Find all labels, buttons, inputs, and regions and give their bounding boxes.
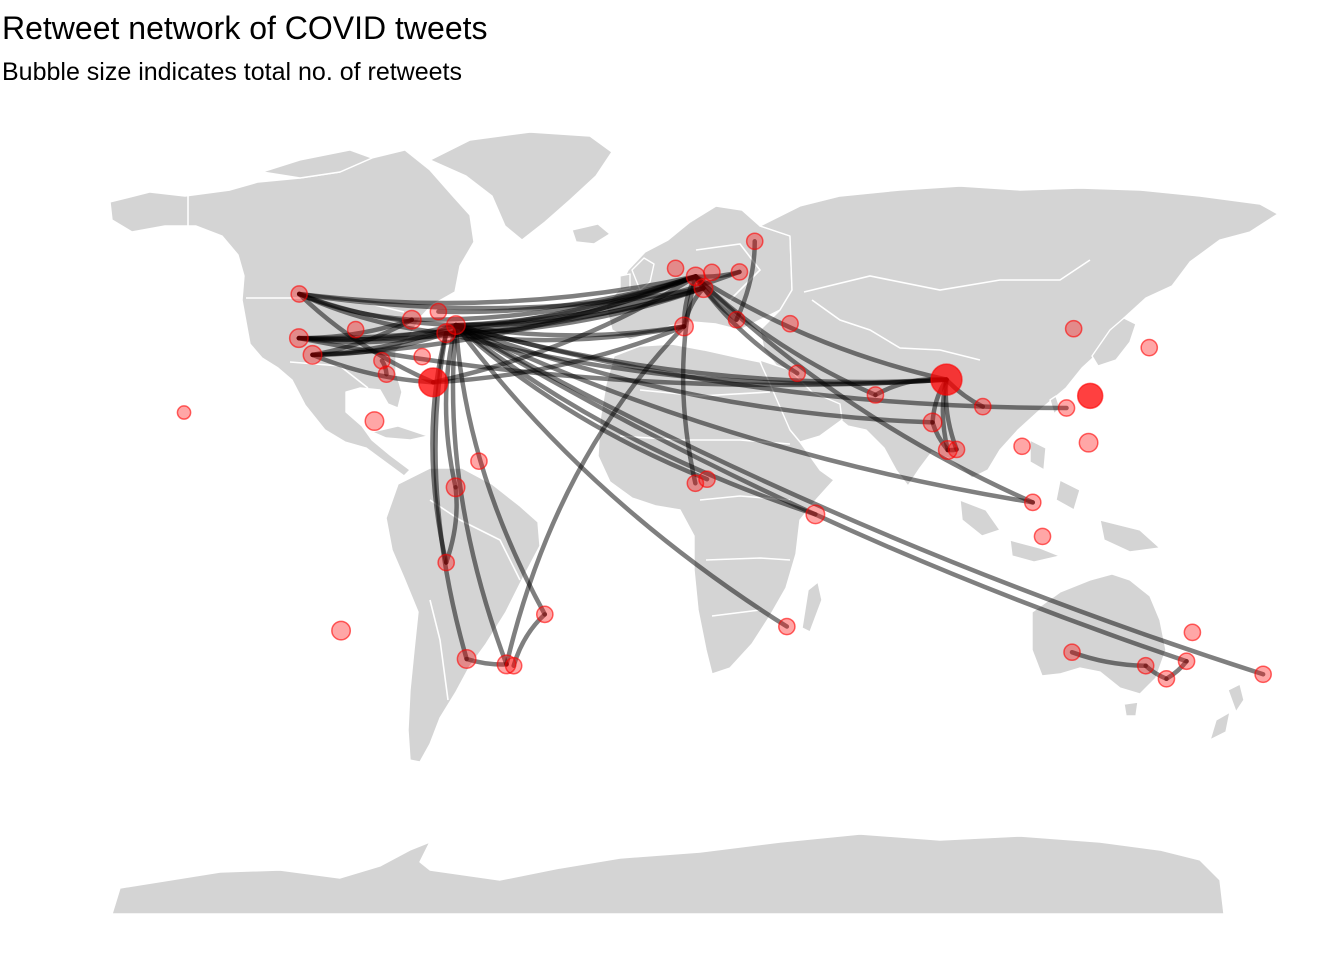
bubble-delhi — [930, 363, 963, 396]
bubble-losangeles — [302, 344, 323, 365]
bubble-taipei — [1076, 382, 1104, 410]
bubble-tokyo — [1140, 338, 1159, 357]
retweet-edge-newyork-saopaulo — [453, 322, 548, 617]
bubble-chicago — [401, 309, 422, 330]
bubble-johannesburg — [778, 617, 796, 636]
map-title: Retweet network of COVID tweets — [2, 10, 488, 46]
retweet-edge-paris-cairo — [701, 285, 800, 376]
bubble-bogota — [445, 477, 466, 498]
new-zealand — [1209, 683, 1245, 741]
retweet-edge-paris-madrid — [681, 285, 706, 329]
bubble-bangkok — [1013, 437, 1031, 456]
bubble-hawaii — [176, 405, 192, 420]
bubble-dallas — [373, 351, 391, 370]
retweet-bubbles — [176, 232, 1272, 688]
greenland — [429, 131, 613, 241]
southeast-asia-islands — [959, 439, 1161, 563]
retweet-edge-florida-london — [430, 274, 698, 385]
arctic-islands — [261, 149, 373, 179]
bubble-washington — [436, 323, 457, 344]
land-masses — [109, 131, 1279, 915]
bubble-toronto — [429, 302, 448, 321]
north-america — [109, 149, 475, 477]
bubble-saopaulo — [535, 605, 554, 624]
bubble-pacific — [331, 620, 352, 641]
retweet-edge-seattle-chicago — [296, 291, 415, 322]
map-subtitle: Bubble size indicates total no. of retwe… — [2, 58, 462, 86]
bubble-sydney — [1177, 652, 1196, 671]
retweet-edge-losangeles-chicago — [310, 317, 415, 358]
bubble-beijing — [1064, 319, 1083, 338]
bubble-dublin — [666, 259, 685, 278]
bubble-amsterdam — [703, 263, 721, 282]
bubble-caracas — [470, 452, 488, 471]
bubble-mumbai — [922, 412, 943, 433]
retweet-edge-santiago-buenosaires — [464, 656, 509, 667]
bubble-montevideo — [504, 656, 523, 675]
bubble-florida — [418, 367, 449, 398]
cuba — [371, 425, 429, 441]
bubble-perth — [1063, 643, 1081, 662]
retweet-edge-perth-adelaide — [1069, 649, 1148, 668]
retweet-edge-florida-madrid — [430, 324, 687, 385]
bubble-atlanta — [413, 347, 432, 366]
bubble-brisbane — [1183, 623, 1202, 642]
bubble-melbourne — [1157, 669, 1176, 688]
bubble-singapore — [1023, 493, 1042, 512]
bubble-rome — [727, 310, 746, 329]
retweet-edge-madrid-buenosaires — [504, 324, 687, 667]
bubble-seattle — [290, 285, 309, 303]
retweet-edge-newyork-auckland — [453, 322, 1266, 677]
retweet-edge-melbourne-sydney — [1164, 658, 1189, 682]
bubble-berlin — [730, 263, 749, 281]
bubble-stockholm — [745, 232, 764, 251]
bubble-auckland — [1254, 665, 1272, 684]
antarctica — [111, 833, 1225, 915]
bubble-paris — [693, 278, 714, 299]
retweet-edge-london-accra — [680, 274, 698, 486]
bubble-kolkata — [973, 397, 992, 416]
retweet-edge-chicago-london — [409, 274, 698, 323]
iceland — [571, 223, 611, 245]
retweet-edge-london-delhi — [693, 274, 949, 382]
retweet-edge-newyork-lagos — [453, 322, 710, 482]
bubble-adelaide — [1136, 656, 1155, 675]
madagascar — [801, 581, 823, 633]
retweet-edge-seattle-paris — [296, 285, 706, 311]
bubble-hongkong — [1057, 399, 1076, 417]
bubble-madrid — [674, 316, 694, 337]
japan — [1091, 317, 1137, 367]
retweet-edges — [296, 239, 1266, 682]
retweet-edge-newyork-buenosaires — [450, 322, 509, 667]
bubble-houston — [377, 365, 396, 384]
retweet-edge-london-singapore — [693, 274, 1036, 505]
retweet-edge-washington-delhi — [443, 330, 949, 386]
retweet-edge-newyork-mumbai — [453, 322, 935, 425]
retweet-edge-newyork-bogota — [443, 322, 459, 490]
retweet-edge-newyork-nairobi — [453, 322, 818, 517]
bubble-denver — [346, 320, 365, 339]
bubble-chennai — [947, 440, 966, 459]
bubble-cairo — [788, 364, 807, 383]
retweet-edge-newyork-johannesburg — [453, 322, 790, 629]
bubble-jakarta — [1033, 527, 1052, 546]
bubble-manila — [1078, 432, 1099, 453]
bubble-sanfrancisco — [288, 328, 309, 349]
bubble-lima — [437, 553, 456, 572]
retweet-edge-newyork-singapore — [453, 322, 1036, 505]
retweet-edge-mumbai-bangalore — [930, 420, 951, 453]
bubble-buenosaires — [496, 654, 517, 675]
bubble-nairobi — [805, 504, 826, 525]
tasmania — [1123, 701, 1139, 717]
bubble-istanbul — [781, 314, 799, 333]
bubble-dubai — [866, 386, 885, 404]
retweet-edge-losangeles-washington — [310, 330, 449, 358]
retweet-edge-washington-paris — [443, 285, 706, 336]
bubble-mexicocity — [364, 411, 385, 432]
bubble-santiago — [456, 648, 477, 669]
bubble-accra — [686, 474, 705, 493]
